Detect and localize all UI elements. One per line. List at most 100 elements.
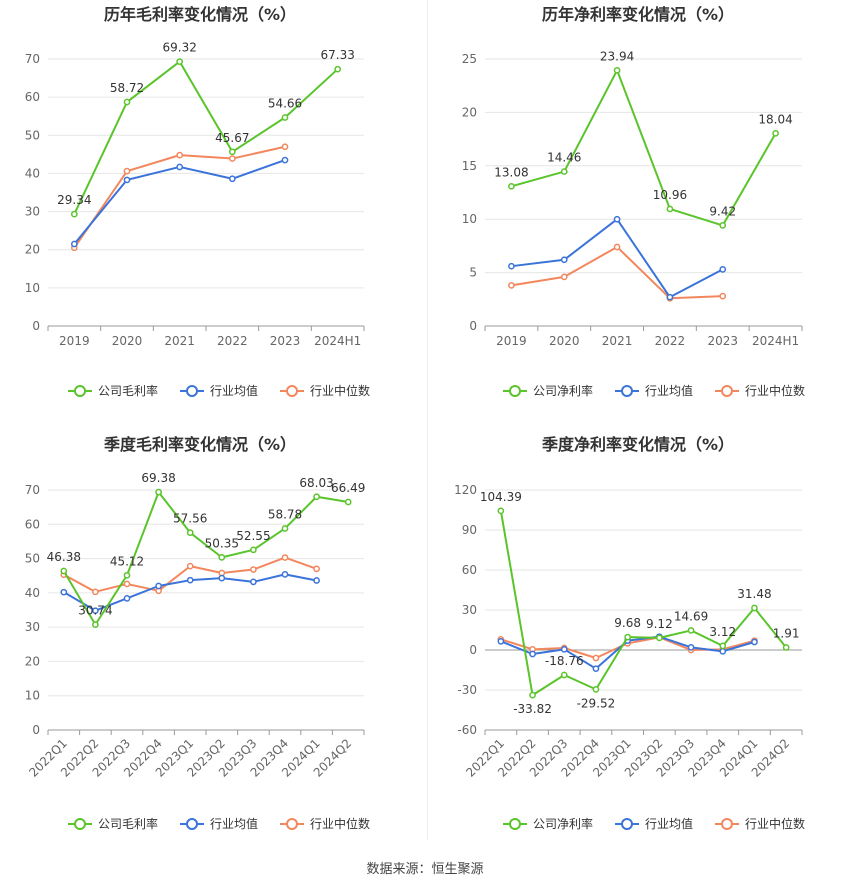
- y-tick-label: -60: [457, 723, 477, 737]
- legend-label: 行业中位数: [745, 383, 805, 398]
- x-tick-label: 2019: [496, 334, 527, 348]
- data-label: 50.35: [205, 536, 239, 550]
- y-tick-label: 70: [25, 52, 40, 66]
- chart-title: 历年毛利率变化情况（%）: [104, 5, 296, 24]
- data-label: 68.03: [299, 476, 333, 490]
- y-tick-label: 20: [25, 243, 40, 257]
- data-label: 54.66: [268, 97, 302, 111]
- data-point-company: [228, 148, 236, 156]
- data-point-company: [719, 642, 727, 650]
- data-point-company: [656, 634, 663, 642]
- data-label: 45.12: [110, 554, 144, 568]
- chart-1: 历年毛利率变化情况（%） 0 10 20 30 40 50 60 70 2019 2020 2021 2…: [25, 5, 370, 398]
- legend-label: 公司毛利率: [98, 383, 158, 398]
- data-point-company: [186, 529, 194, 537]
- data-label: 69.32: [162, 41, 196, 55]
- data-point-avg: [719, 647, 727, 655]
- legend-marker: [186, 818, 198, 830]
- data-label: 10.96: [653, 188, 687, 202]
- data-label: 9.12: [646, 617, 673, 631]
- data-point-avg: [497, 637, 505, 645]
- data-point-avg: [123, 176, 131, 184]
- data-point-median: [313, 565, 320, 573]
- y-tick-label: 30: [25, 620, 40, 634]
- data-point-company: [529, 691, 536, 699]
- data-label: 14.69: [674, 609, 708, 623]
- series-line-median: [73, 145, 286, 249]
- data-label: 45.67: [215, 131, 249, 145]
- data-label: 14.46: [547, 151, 581, 165]
- data-point-avg: [313, 577, 320, 584]
- data-label: 67.33: [320, 48, 354, 62]
- chart-title: 历年净利率变化情况（%）: [542, 5, 734, 24]
- data-label: 29.34: [57, 193, 91, 207]
- data-point-median: [228, 155, 236, 162]
- data-label: -33.82: [513, 702, 552, 716]
- data-point-company: [70, 210, 78, 218]
- data-point-company: [624, 633, 632, 641]
- data-point-company: [560, 168, 568, 175]
- data-label: 3.12: [709, 625, 736, 639]
- data-point-avg: [613, 215, 621, 223]
- legend-label: 行业均值: [210, 816, 258, 831]
- data-label: -18.76: [545, 654, 584, 668]
- legend-item-company: 公司净利率: [503, 816, 593, 831]
- data-point-median: [123, 167, 131, 175]
- data-point-company: [560, 671, 568, 679]
- data-point-median: [281, 143, 289, 151]
- legend-label: 行业均值: [645, 816, 693, 831]
- y-tick-label: 40: [25, 586, 40, 600]
- y-tick-label: 10: [462, 212, 477, 226]
- y-tick-label: 50: [25, 552, 40, 566]
- y-tick-label: 40: [25, 166, 40, 180]
- data-point-avg: [281, 156, 289, 164]
- data-label: 69.38: [141, 471, 175, 485]
- x-tick-label: 2024H1: [752, 334, 799, 348]
- data-label: 18.04: [758, 112, 792, 126]
- series-line-company: [499, 510, 787, 697]
- data-point-avg: [250, 578, 257, 586]
- data-point-company: [497, 507, 505, 515]
- data-label: 31.48: [737, 587, 771, 601]
- data-point-company: [313, 493, 320, 501]
- y-tick-label: 60: [25, 517, 40, 531]
- legend-item-avg: 行业均值: [615, 816, 693, 831]
- x-tick-label: 2021: [164, 334, 195, 348]
- data-point-company: [719, 222, 727, 229]
- data-point-company: [60, 567, 68, 575]
- y-tick-label: 0: [32, 319, 40, 333]
- legend-label: 行业中位数: [745, 816, 805, 831]
- y-tick-label: 60: [462, 563, 477, 577]
- data-point-median: [508, 282, 515, 289]
- legend-item-company: 公司毛利率: [68, 383, 158, 398]
- data-point-median: [592, 654, 600, 662]
- data-point-avg: [92, 607, 99, 615]
- x-tick-label: 2020: [549, 334, 580, 348]
- data-point-avg: [155, 582, 162, 590]
- legend-item-avg: 行业均值: [615, 383, 693, 398]
- data-label: 58.78: [268, 507, 302, 521]
- y-tick-label: 10: [25, 281, 40, 295]
- data-source: 数据来源：恒生聚源: [366, 862, 484, 877]
- legend-item-avg: 行业均值: [180, 816, 258, 831]
- data-point-avg: [70, 240, 78, 248]
- legend-label: 公司净利率: [533, 816, 593, 831]
- y-tick-label: -30: [457, 683, 477, 697]
- y-tick-label: 20: [462, 105, 477, 119]
- y-tick-label: 0: [469, 643, 477, 657]
- x-tick-label: 2019: [59, 334, 90, 348]
- y-tick-label: 0: [32, 723, 40, 737]
- y-tick-label: 15: [462, 159, 477, 173]
- legend-marker: [74, 818, 86, 830]
- x-tick-label: 2021: [602, 334, 633, 348]
- x-tick-label: 2023: [270, 334, 301, 348]
- data-point-company: [508, 182, 515, 190]
- data-label: 66.49: [331, 481, 365, 495]
- data-label: 9.68: [614, 616, 641, 630]
- legend-marker: [286, 385, 298, 397]
- legend-label: 行业均值: [210, 383, 258, 398]
- data-point-median: [250, 566, 257, 573]
- data-label: 57.56: [173, 512, 207, 526]
- data-point-median: [560, 273, 568, 281]
- data-point-company: [687, 627, 695, 634]
